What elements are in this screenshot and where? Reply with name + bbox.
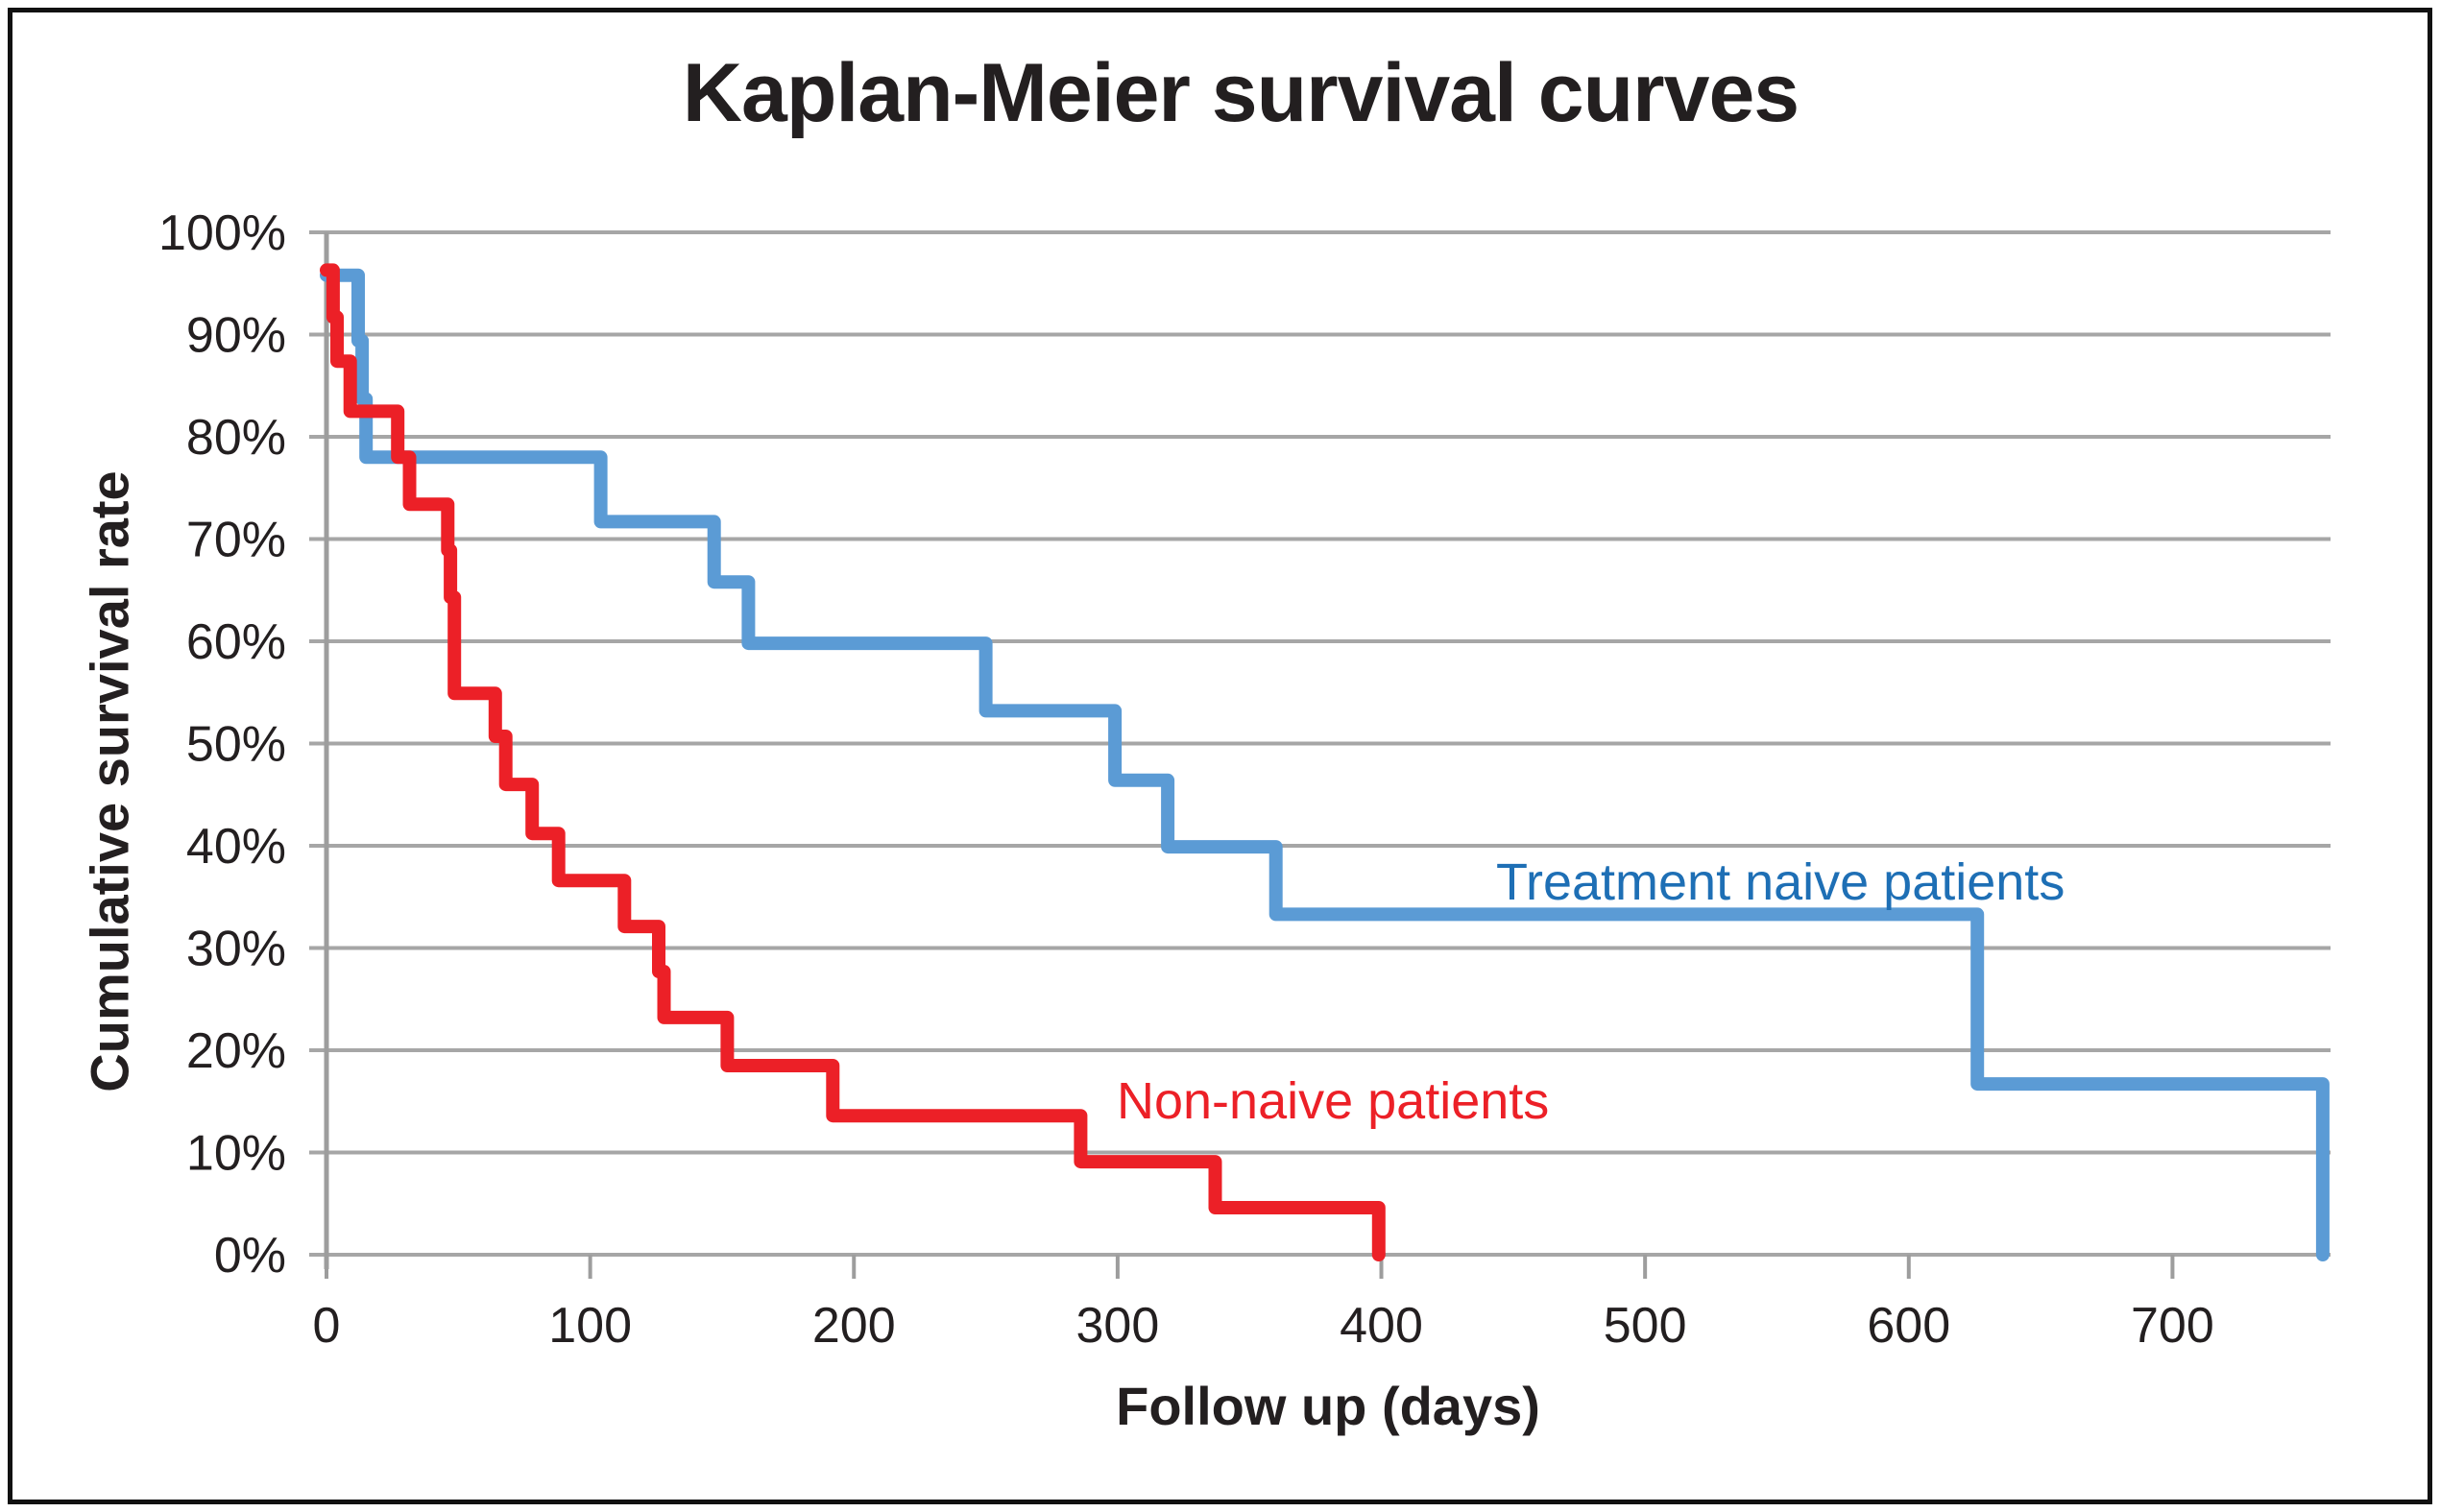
km-curve-treatment-naive <box>320 268 2330 1261</box>
y-tick-label: 90% <box>186 308 286 364</box>
y-tick-label: 0% <box>214 1228 286 1284</box>
grid-group <box>309 230 2331 1257</box>
axis-group <box>324 232 2175 1279</box>
x-tick-label: 300 <box>1076 1298 1160 1354</box>
x-tick-label: 200 <box>812 1298 896 1354</box>
y-tick-label: 60% <box>186 614 286 670</box>
y-axis-title: Cumulative survival rate <box>79 470 140 1092</box>
y-tick-label: 70% <box>186 513 286 568</box>
x-tick-label: 400 <box>1340 1298 1423 1354</box>
curve-group <box>320 263 2330 1261</box>
x-tick-label: 700 <box>2131 1298 2214 1354</box>
y-tick-label: 100% <box>158 205 286 261</box>
y-tick-label: 10% <box>186 1126 286 1182</box>
y-tick-label: 40% <box>186 819 286 875</box>
y-tick-label: 30% <box>186 922 286 977</box>
x-tick-label: 600 <box>1867 1298 1950 1354</box>
chart-title: Kaplan-Meier survival curves <box>682 47 1800 139</box>
y-tick-label: 80% <box>186 410 286 466</box>
y-tick-label: 50% <box>186 717 286 773</box>
x-tick-label: 100 <box>548 1298 632 1354</box>
series-label-treatment-naive: Treatment naive patients <box>1496 853 2066 911</box>
x-axis-title: Follow up (days) <box>1116 1376 1540 1436</box>
km-curve-non-naive <box>320 263 1386 1261</box>
series-label-non-naive: Non-naive patients <box>1117 1072 1550 1130</box>
tick-label-group: 100% 90% 80% 70% 60% 50% 40% 30% 20% 10% 0% 0 100 200… <box>158 205 2214 1354</box>
x-tick-label: 500 <box>1604 1298 1687 1354</box>
y-tick-label: 20% <box>186 1023 286 1079</box>
x-tick-label: 0 <box>313 1298 341 1354</box>
